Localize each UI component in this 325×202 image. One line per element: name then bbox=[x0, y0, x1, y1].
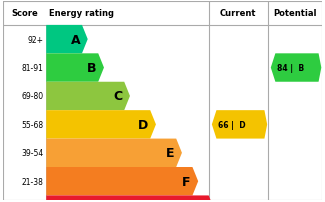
Text: 66 |  D: 66 | D bbox=[218, 120, 246, 129]
Polygon shape bbox=[212, 111, 267, 139]
Text: F: F bbox=[182, 175, 191, 188]
Text: 21-38: 21-38 bbox=[22, 177, 44, 186]
Polygon shape bbox=[46, 26, 88, 54]
Text: 81-91: 81-91 bbox=[22, 64, 44, 73]
Polygon shape bbox=[46, 82, 130, 111]
Text: 69-80: 69-80 bbox=[21, 92, 44, 101]
Text: 84 |  B: 84 | B bbox=[277, 64, 304, 73]
Text: Score: Score bbox=[11, 9, 38, 18]
Text: 39-54: 39-54 bbox=[21, 148, 44, 158]
Polygon shape bbox=[46, 139, 182, 167]
Polygon shape bbox=[46, 54, 104, 82]
Text: A: A bbox=[71, 34, 80, 46]
Text: Current: Current bbox=[220, 9, 256, 18]
Text: E: E bbox=[166, 147, 175, 160]
Polygon shape bbox=[46, 196, 214, 202]
Polygon shape bbox=[46, 111, 156, 139]
Polygon shape bbox=[46, 167, 198, 196]
Polygon shape bbox=[271, 54, 321, 82]
Text: Potential: Potential bbox=[273, 9, 317, 18]
Text: 55-68: 55-68 bbox=[21, 120, 44, 129]
Text: 92+: 92+ bbox=[28, 35, 44, 44]
Text: B: B bbox=[87, 62, 97, 75]
Text: C: C bbox=[113, 90, 123, 103]
Text: Energy rating: Energy rating bbox=[49, 9, 114, 18]
Text: D: D bbox=[138, 118, 149, 131]
